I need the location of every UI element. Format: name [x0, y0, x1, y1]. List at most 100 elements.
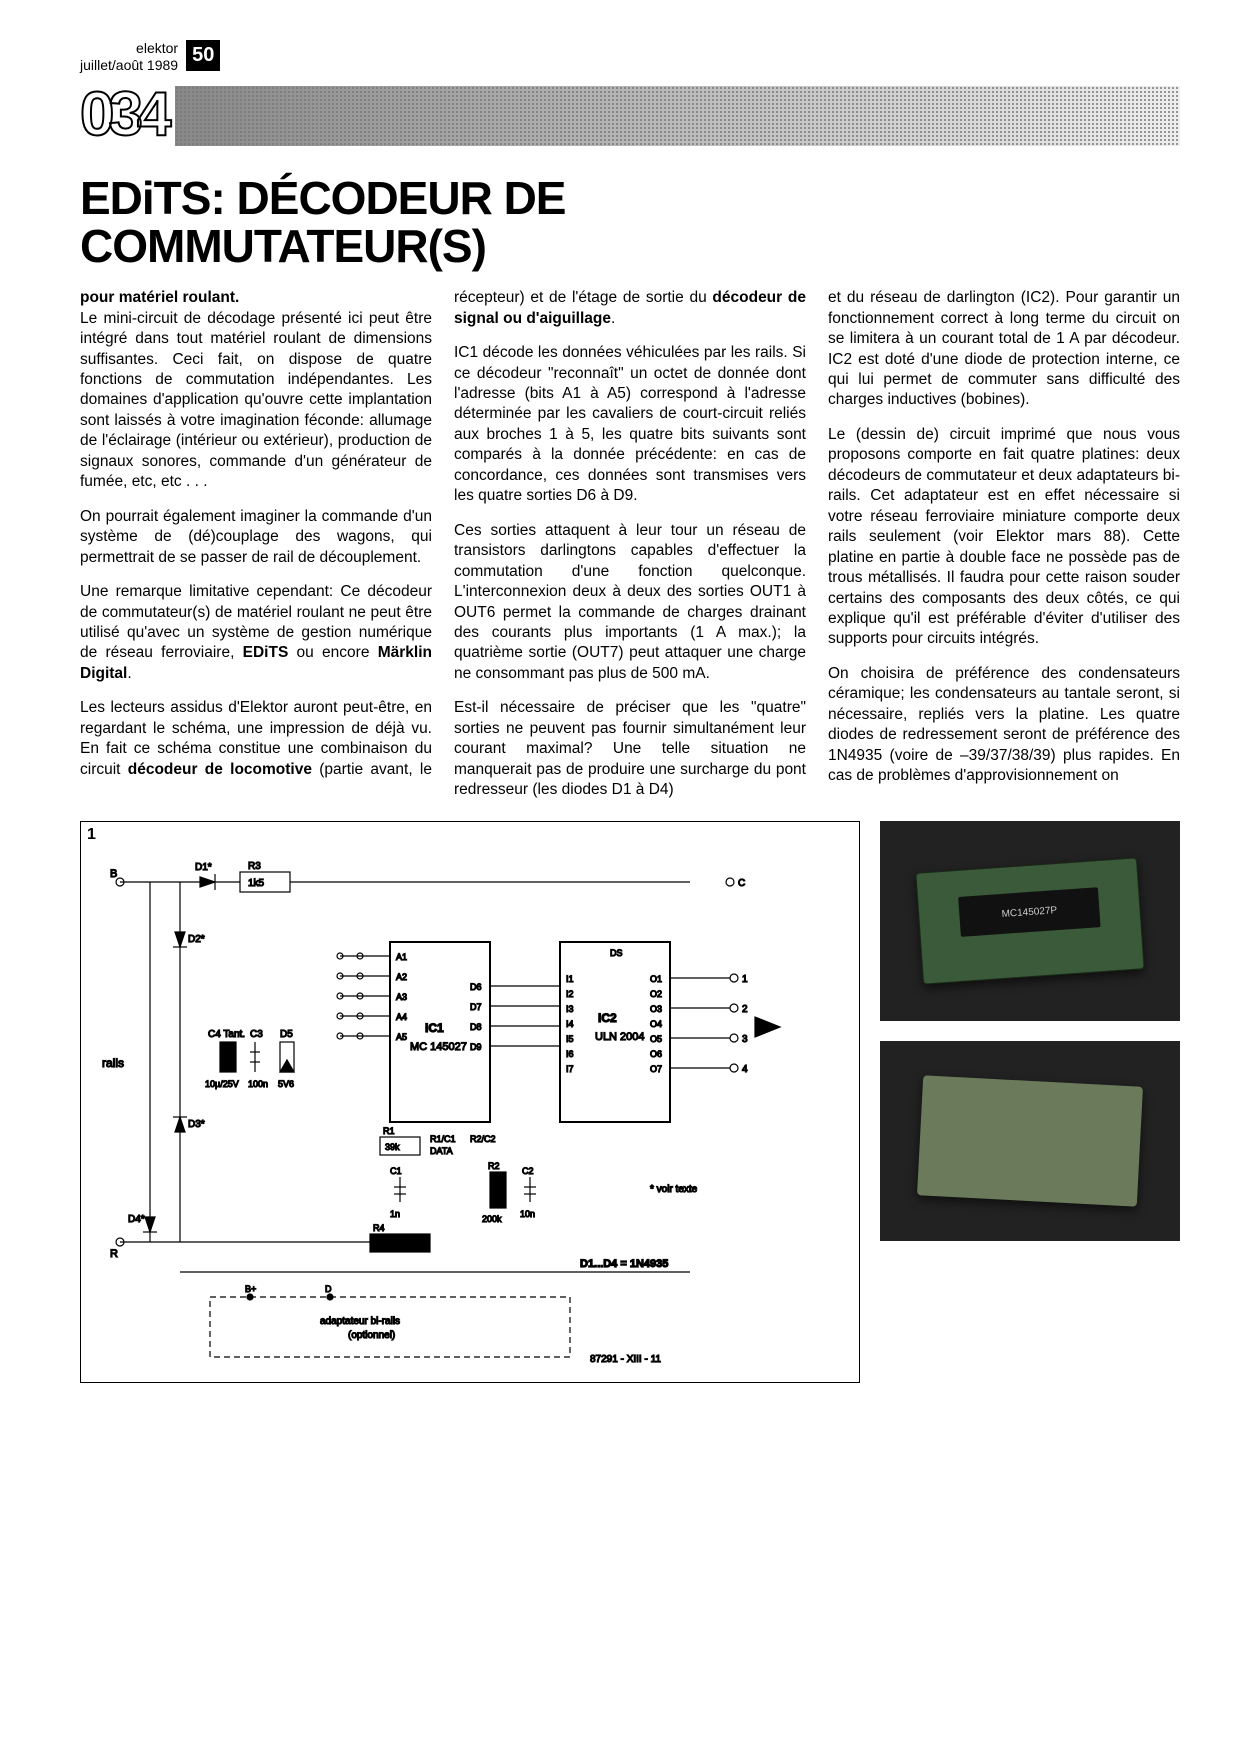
- svg-text:A3: A3: [396, 992, 407, 1002]
- magazine-info: elektor juillet/août 1989: [80, 40, 178, 74]
- svg-text:O7: O7: [650, 1064, 662, 1074]
- svg-text:D: D: [325, 1284, 332, 1294]
- svg-text:I5: I5: [566, 1034, 574, 1044]
- svg-text:I3: I3: [566, 1004, 574, 1014]
- page: elektor juillet/août 1989 50 034 EDiTS: …: [0, 0, 1240, 1423]
- svg-text:A5: A5: [396, 1032, 407, 1042]
- svg-text:1: 1: [742, 974, 748, 985]
- subtitle-text: pour matériel roulant.: [80, 289, 239, 306]
- svg-text:D4*: D4*: [128, 1214, 145, 1225]
- svg-text:A2: A2: [396, 972, 407, 982]
- svg-text:(optionnel): (optionnel): [348, 1330, 395, 1341]
- svg-text:1n: 1n: [390, 1209, 400, 1219]
- svg-text:10n: 10n: [520, 1209, 535, 1219]
- svg-text:1k5: 1k5: [248, 878, 265, 889]
- svg-text:A1: A1: [396, 952, 407, 962]
- svg-text:D3*: D3*: [188, 1119, 205, 1130]
- svg-text:D7: D7: [470, 1002, 482, 1012]
- svg-text:C3: C3: [250, 1029, 263, 1040]
- svg-text:R: R: [110, 1248, 118, 1260]
- figure-number: 1: [87, 826, 96, 844]
- svg-text:* voir texte: * voir texte: [650, 1184, 698, 1195]
- svg-text:D9: D9: [470, 1042, 482, 1052]
- svg-text:10µ/25V: 10µ/25V: [205, 1079, 239, 1089]
- pcb-photo-top: MC145027P: [880, 821, 1180, 1021]
- svg-text:I6: I6: [566, 1049, 574, 1059]
- para-3: Une remarque limitative cependant: Ce dé…: [80, 582, 432, 684]
- schematic-svg: B R rails D1* R3 1k5 D2* D3* D4*: [81, 822, 859, 1382]
- svg-text:5V6: 5V6: [278, 1079, 294, 1089]
- svg-text:adaptateur bi-rails: adaptateur bi-rails: [320, 1316, 400, 1327]
- title-line-2: COMMUTATEUR(S): [80, 220, 486, 272]
- para-11: On choisira de préférence des condensate…: [828, 664, 1180, 787]
- svg-text:I4: I4: [566, 1019, 574, 1029]
- schematic-figure: 1 B R rails D1* R3 1k5 D2*: [80, 821, 860, 1383]
- svg-text:R4: R4: [373, 1223, 385, 1233]
- article-title: EDiTS: DÉCODEUR DE COMMUTATEUR(S): [80, 174, 1180, 271]
- issue-date: juillet/août 1989: [80, 57, 178, 74]
- para-9: et du réseau de darlington (IC2). Pour g…: [828, 288, 1180, 411]
- svg-text:4: 4: [742, 1064, 748, 1075]
- para-10: Le (dessin de) circuit imprimé que nous …: [828, 425, 1180, 650]
- svg-text:I7: I7: [566, 1064, 574, 1074]
- svg-text:87291 - XIII - 11: 87291 - XIII - 11: [590, 1354, 661, 1365]
- svg-text:C2: C2: [522, 1166, 534, 1176]
- svg-text:B: B: [110, 868, 117, 880]
- chip-ic: MC145027P: [958, 887, 1100, 937]
- svg-text:DATA: DATA: [430, 1146, 453, 1156]
- svg-text:rails: rails: [102, 1056, 124, 1070]
- svg-text:O2: O2: [650, 989, 662, 999]
- body-columns: pour matériel roulant. Le mini-circuit d…: [80, 288, 1180, 800]
- svg-text:O1: O1: [650, 974, 662, 984]
- page-number: 50: [186, 40, 220, 71]
- svg-text:270k: 270k: [383, 1238, 403, 1248]
- svg-text:D5: D5: [280, 1029, 293, 1040]
- svg-text:C1: C1: [390, 1166, 402, 1176]
- pcb-photo-bottom: [880, 1041, 1180, 1241]
- svg-text:MC 145027: MC 145027: [410, 1041, 467, 1053]
- svg-text:3: 3: [742, 1034, 748, 1045]
- article-number: 034: [80, 84, 175, 146]
- svg-text:O6: O6: [650, 1049, 662, 1059]
- photo-column: MC145027P: [880, 821, 1180, 1383]
- svg-text:DS: DS: [610, 948, 623, 958]
- svg-text:C4 Tant.: C4 Tant.: [208, 1029, 245, 1040]
- title-line-1: EDiTS: DÉCODEUR DE: [80, 172, 565, 224]
- subtitle: pour matériel roulant. Le mini-circuit d…: [80, 288, 432, 493]
- svg-text:A4: A4: [396, 1012, 407, 1022]
- para-7: Ces sorties attaquent à leur tour un rés…: [454, 521, 806, 685]
- svg-text:IC1: IC1: [425, 1021, 444, 1035]
- svg-text:ULN 2004: ULN 2004: [595, 1031, 645, 1043]
- halftone-bar: [175, 86, 1180, 146]
- para-1: Le mini-circuit de décodage présenté ici…: [80, 310, 432, 491]
- pcb-board-bottom: [917, 1075, 1143, 1206]
- svg-text:100n: 100n: [248, 1079, 268, 1089]
- svg-text:R1/C1: R1/C1: [430, 1134, 456, 1144]
- svg-text:200k: 200k: [482, 1214, 502, 1224]
- para-6: IC1 décode les données véhiculées par le…: [454, 343, 806, 507]
- pcb-board-top: MC145027P: [915, 857, 1144, 984]
- svg-text:R1: R1: [383, 1126, 395, 1136]
- para-8: Est-il nécessaire de préciser que les "q…: [454, 698, 806, 800]
- magazine-name: elektor: [80, 40, 178, 57]
- svg-text:I2: I2: [566, 989, 574, 999]
- svg-text:I1: I1: [566, 974, 574, 984]
- svg-text:R3: R3: [248, 861, 261, 872]
- svg-text:D6: D6: [470, 982, 482, 992]
- bottom-row: 1 B R rails D1* R3 1k5 D2*: [80, 821, 1180, 1383]
- svg-text:R2: R2: [488, 1161, 500, 1171]
- page-header: elektor juillet/août 1989 50: [80, 40, 1180, 74]
- svg-text:O4: O4: [650, 1019, 662, 1029]
- svg-text:O5: O5: [650, 1034, 662, 1044]
- article-number-row: 034: [80, 84, 1180, 146]
- svg-text:39k: 39k: [385, 1142, 400, 1152]
- svg-text:D8: D8: [470, 1022, 482, 1032]
- svg-text:2: 2: [742, 1004, 748, 1015]
- svg-text:D2*: D2*: [188, 934, 205, 945]
- svg-text:IC2: IC2: [598, 1011, 617, 1025]
- svg-text:B+: B+: [245, 1284, 256, 1294]
- svg-text:R2/C2: R2/C2: [470, 1134, 496, 1144]
- svg-text:D1*: D1*: [195, 862, 212, 873]
- svg-text:D1...D4 = 1N4935: D1...D4 = 1N4935: [580, 1258, 668, 1270]
- svg-text:C: C: [738, 878, 745, 889]
